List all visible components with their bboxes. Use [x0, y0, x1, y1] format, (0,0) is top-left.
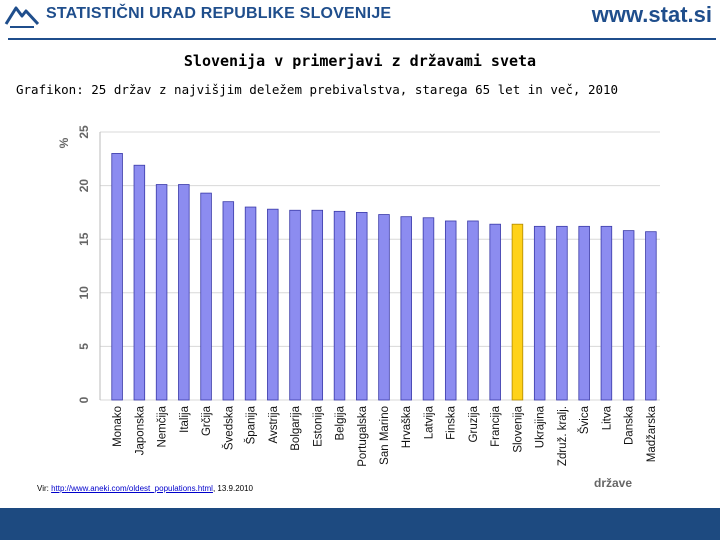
x-tick-label: Grčija	[201, 405, 213, 436]
sursi-logo-icon	[4, 6, 40, 28]
bar-francija	[489, 223, 501, 401]
slide-title: Slovenija v primerjavi z državami sveta	[183, 52, 537, 70]
y-tick-label: 0	[77, 396, 91, 403]
bar-avstrija	[267, 208, 279, 401]
x-tick-label: Bolgarija	[290, 405, 302, 450]
x-tick-label: Gruzija	[468, 405, 480, 442]
y-tick-label: 20	[77, 179, 91, 193]
bar-finska	[444, 220, 457, 401]
bar-združ-kralj-	[556, 225, 568, 401]
footer-bar	[0, 508, 720, 540]
bar-slovenija	[511, 223, 524, 401]
x-tick-label: Monako	[112, 406, 124, 447]
bar-hrvaška	[400, 216, 412, 401]
x-tick-label: Avstrija	[268, 405, 280, 443]
x-tick-label: Združ. kralj.	[557, 406, 569, 466]
bar-italija	[178, 184, 190, 401]
bar-gruzija	[467, 220, 479, 401]
x-tick-label: Slovenija	[512, 405, 524, 452]
x-tick-label: Belgija	[335, 405, 347, 440]
x-tick-label: Estonija	[312, 405, 324, 447]
bar-švedska	[222, 201, 235, 401]
bar-chart: 0 5 10 15 20 25 Monako Japonska Nemčija Italija G…	[57, 125, 660, 490]
x-tick-label: Italija	[179, 405, 191, 432]
org-name: STATISTIČNI URAD REPUBLIKE SLOVENIJE	[46, 5, 392, 22]
bar-san-marino	[378, 214, 390, 401]
source-note: Vir: http://www.aneki.com/oldest_populat…	[37, 484, 253, 493]
x-axis-label: države	[594, 476, 632, 490]
chart-bars	[111, 153, 657, 401]
bar-litva	[600, 225, 613, 401]
bar-madžarska	[645, 231, 657, 401]
source-prefix: Vir:	[37, 484, 52, 493]
x-tick-label: Španija	[245, 405, 258, 444]
header-divider	[8, 38, 716, 40]
bar-danska	[622, 230, 635, 401]
bar-bolgarija	[289, 209, 301, 401]
x-tick-label: Portugalska	[357, 405, 369, 466]
x-tick-label: Švica	[578, 405, 591, 434]
x-tick-label: Ukrajina	[535, 405, 547, 448]
bar-ukrajina	[533, 225, 546, 401]
bar-belgija	[333, 210, 346, 401]
bar-grčija	[200, 192, 212, 401]
y-axis-label: %	[57, 137, 71, 148]
x-tick-label: San Marino	[379, 406, 391, 465]
bar-latvija	[422, 217, 435, 401]
x-tick-label: Hrvaška	[401, 405, 413, 448]
x-tick-label: Švedska	[222, 405, 235, 450]
x-tick-label: Japonska	[134, 405, 146, 455]
x-tick-label: Danska	[624, 405, 636, 445]
x-tick-label: Francija	[490, 405, 502, 447]
y-tick-label: 10	[77, 286, 91, 300]
bar-švica	[578, 225, 590, 401]
bar-španija	[244, 206, 257, 401]
source-date: , 13.9.2010	[212, 484, 253, 493]
site-url[interactable]: www.stat.si	[591, 2, 712, 27]
x-tick-label: Litva	[601, 405, 613, 430]
x-axis-labels: Monako Japonska Nemčija Italija Grčija Švedsk…	[112, 405, 658, 466]
bar-portugalska	[356, 211, 368, 401]
x-tick-label: Nemčija	[157, 405, 169, 447]
bar-japonska	[133, 164, 146, 401]
y-tick-label: 15	[77, 232, 91, 246]
y-tick-label: 5	[77, 343, 91, 350]
x-tick-label: Madžarska	[646, 405, 658, 462]
header: STATISTIČNI URAD REPUBLIKE SLOVENIJE www…	[0, 0, 720, 40]
bar-monako	[111, 153, 123, 401]
bar-nemčija	[155, 184, 168, 401]
slide-subtitle: Grafikon: 25 držav z najvišjim deležem p…	[16, 82, 619, 97]
source-link[interactable]: http://www.aneki.com/oldest_populations.…	[51, 484, 213, 493]
y-axis: 0 5 10 15 20 25	[77, 125, 101, 403]
bar-estonija	[311, 209, 324, 401]
y-tick-label: 25	[77, 125, 91, 139]
x-tick-label: Latvija	[423, 405, 435, 439]
x-tick-label: Finska	[446, 405, 458, 439]
